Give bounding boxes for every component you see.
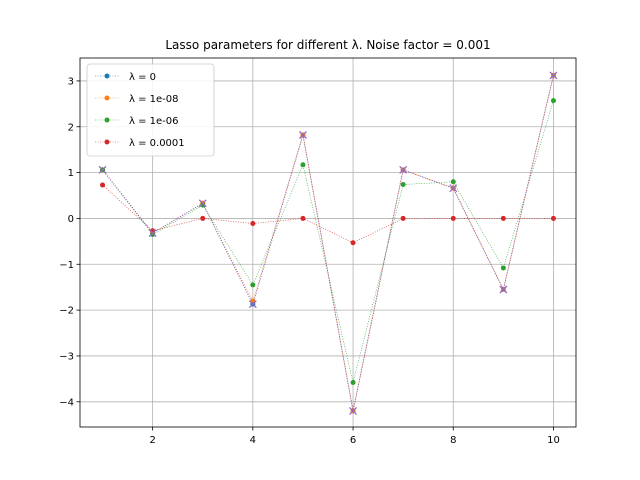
legend-marker [104, 95, 110, 101]
axis-ticks: 2 4 6 8 10 −4 −3 −2 −1 0 1 2 3 [59, 76, 560, 446]
data-point [350, 240, 356, 246]
legend-label: λ = 1e-06 [129, 116, 179, 127]
true-parameters-line [102, 75, 554, 412]
y-tick-label: 0 [68, 214, 74, 225]
series-layer [98, 71, 558, 415]
true-parameter-marker [298, 131, 307, 139]
y-tick-label: −3 [59, 351, 74, 362]
legend-entry: λ = 0 [95, 72, 156, 83]
series-line [102, 184, 554, 244]
legend-box [86, 63, 215, 157]
data-point [550, 215, 556, 221]
data-point [450, 215, 456, 221]
data-point [350, 380, 356, 386]
legend-marker [104, 139, 110, 145]
true-parameter-marker [148, 229, 157, 238]
true-parameter-marker [549, 71, 558, 80]
y-tick-label: 3 [68, 76, 74, 87]
true-parameter-marker [98, 165, 107, 174]
data-point [200, 215, 206, 221]
y-tick-label: 1 [68, 168, 74, 179]
data-point [250, 282, 256, 288]
x-tick-label: 6 [350, 435, 356, 446]
series-line [102, 100, 554, 383]
legend-marker [104, 117, 110, 123]
legend-label: λ = 1e-08 [129, 94, 179, 105]
x-tick-label: 8 [450, 435, 456, 446]
y-tick-label: 2 [68, 122, 74, 133]
legend-entry: λ = 1e-06 [95, 116, 179, 127]
data-point [150, 231, 156, 237]
true-parameter-marker [499, 285, 508, 294]
legend: λ = 0 λ = 1e-08 λ = 1e-06 λ = 0.0001 [86, 63, 215, 157]
legend-marker [104, 73, 110, 79]
plot-frame [79, 57, 577, 428]
y-tick-label: −4 [59, 397, 74, 408]
true-parameter-marker [248, 300, 257, 309]
y-tick-label: −1 [59, 260, 74, 271]
legend-label: λ = 0.0001 [129, 138, 185, 149]
legend-label: λ = 0 [129, 72, 156, 83]
data-point [500, 215, 506, 221]
true-parameters [98, 71, 558, 415]
x-tick-label: 2 [149, 435, 155, 446]
chart-title: Lasso parameters for different λ. Noise … [165, 38, 490, 52]
data-point [100, 182, 106, 188]
data-point [450, 179, 456, 185]
data-point [550, 98, 556, 104]
data-point [500, 265, 506, 271]
data-point [250, 220, 256, 226]
data-point [400, 215, 406, 221]
data-point [300, 215, 306, 221]
true-parameter-marker [198, 199, 207, 208]
data-point [300, 162, 306, 168]
x-tick-label: 10 [547, 435, 560, 446]
true-parameter-marker [349, 406, 358, 415]
true-parameter-marker [399, 165, 408, 174]
y-tick-label: −2 [59, 306, 74, 317]
legend-entry: λ = 1e-08 [95, 94, 179, 105]
true-parameter-marker [449, 184, 458, 193]
data-point [400, 182, 406, 188]
legend-entry: λ = 0.0001 [95, 138, 185, 149]
x-tick-label: 4 [250, 435, 256, 446]
